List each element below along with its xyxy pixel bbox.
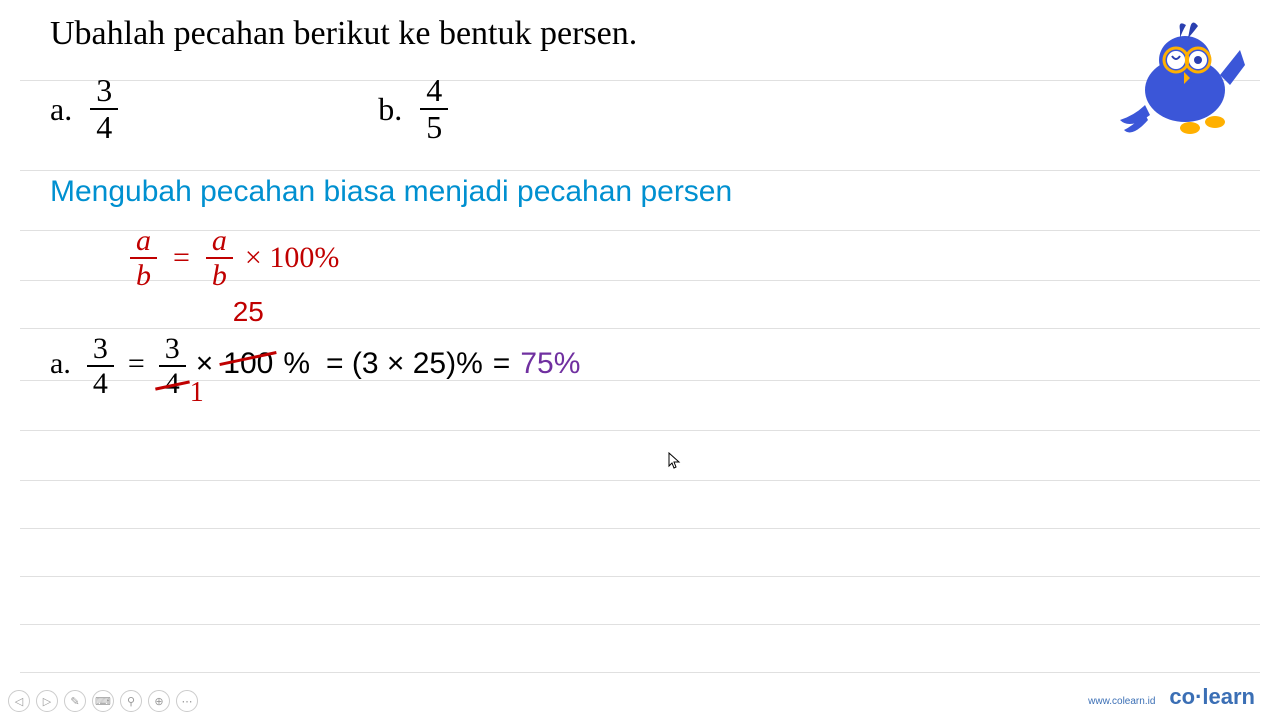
formula-equals: = — [169, 241, 194, 275]
toolbar-button-3[interactable]: ⌨ — [92, 690, 114, 712]
formula-rhs-num: a — [206, 224, 233, 259]
formula-rhs-fraction: a b — [206, 224, 233, 292]
footer-url: www.colearn.id — [1088, 696, 1155, 707]
ruled-line — [20, 672, 1260, 673]
solution-result: 75% — [520, 332, 580, 381]
toolbar-button-5[interactable]: ⊕ — [148, 690, 170, 712]
option-b-numerator: 4 — [420, 73, 448, 110]
option-b: b. 4 5 — [378, 73, 448, 145]
solution-f1-num: 3 — [87, 332, 114, 367]
option-a-numerator: 3 — [90, 73, 118, 110]
solution-f2: 3 4 1 — [159, 332, 186, 400]
toolbar-button-2[interactable]: ✎ — [64, 690, 86, 712]
solution-hundred-cancel: 100 25 — [223, 332, 273, 381]
solution-f2-num: 3 — [159, 332, 186, 367]
solution-a-label: a. — [50, 332, 71, 381]
option-a-fraction: 3 4 — [90, 73, 118, 145]
toolbar-button-4[interactable]: ⚲ — [120, 690, 142, 712]
option-a: a. 3 4 — [50, 73, 118, 145]
ruled-line — [20, 528, 1260, 529]
solution-percent: % — [283, 332, 310, 381]
solution-times: × — [196, 332, 214, 381]
toolbar-button-1[interactable]: ▷ — [36, 690, 58, 712]
ruled-line — [20, 624, 1260, 625]
options-row: a. 3 4 b. 4 5 — [50, 73, 1230, 145]
toolbar-button-0[interactable]: ◁ — [8, 690, 30, 712]
formula-lhs-den: b — [130, 259, 157, 292]
ruled-line — [20, 576, 1260, 577]
ruled-line — [20, 430, 1260, 431]
cancel-bottom-value: 1 — [190, 378, 204, 409]
option-a-denominator: 4 — [90, 110, 118, 145]
option-b-label: b. — [378, 91, 402, 128]
footer: www.colearn.id co·learn — [1088, 684, 1255, 710]
solution-f2-den-cancel: 4 1 — [159, 367, 186, 400]
cursor-icon — [668, 452, 682, 475]
solution-f1: 3 4 — [87, 332, 114, 400]
solution-eq3: = — [493, 332, 511, 381]
footer-logo-post: learn — [1202, 684, 1255, 709]
formula-tail: × 100% — [245, 241, 339, 275]
solution-f1-den: 4 — [87, 367, 114, 400]
formula-row: a b = a b × 100% — [130, 224, 1230, 292]
toolbar: ◁ ▷ ✎ ⌨ ⚲ ⊕ ⋯ — [8, 690, 198, 712]
ruled-line — [20, 480, 1260, 481]
solution-eq2: = (3 × 25)% — [326, 332, 483, 381]
footer-logo-pre: co — [1169, 684, 1195, 709]
toolbar-button-6[interactable]: ⋯ — [176, 690, 198, 712]
formula-lhs-fraction: a b — [130, 224, 157, 292]
solution-eq1: = — [124, 332, 149, 381]
question-title: Ubahlah pecahan berikut ke bentuk persen… — [50, 15, 1230, 53]
cancel-top-value: 25 — [233, 296, 264, 328]
formula-rhs-den: b — [206, 259, 233, 292]
footer-logo: co·learn — [1169, 684, 1255, 710]
mascot-icon — [1090, 20, 1250, 150]
option-a-label: a. — [50, 91, 72, 128]
explanation-subtitle: Mengubah pecahan biasa menjadi pecahan p… — [50, 175, 1230, 209]
formula-lhs-num: a — [130, 224, 157, 259]
option-b-fraction: 4 5 — [420, 73, 448, 145]
solution-a-row: a. 3 4 = 3 4 1 × 100 25 % = (3 × 25)% — [50, 332, 1230, 400]
option-b-denominator: 5 — [420, 110, 448, 145]
